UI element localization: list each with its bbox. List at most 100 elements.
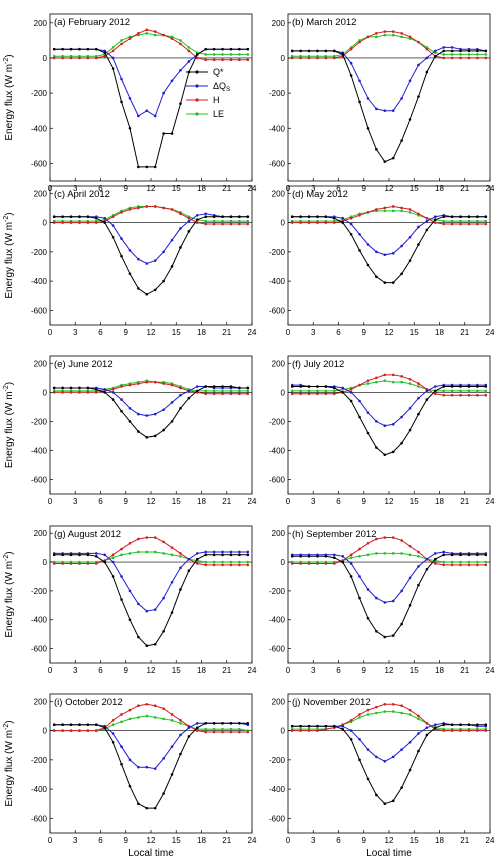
- data-point-H: [324, 562, 328, 565]
- data-point-Q: [299, 554, 302, 558]
- y-axis-label: Energy flux (W m-2): [3, 551, 15, 637]
- data-point-Q: [170, 265, 174, 268]
- data-point-LE: [450, 560, 454, 564]
- y-axis-label: Energy flux (W m-2): [3, 54, 15, 140]
- data-point-LE: [366, 382, 370, 385]
- data-point-dQs: [408, 79, 412, 83]
- data-point-dQs: [137, 602, 140, 606]
- x-tick-label: 15: [410, 497, 419, 506]
- data-point-dQs: [391, 755, 395, 759]
- series-line-Q: [292, 50, 486, 163]
- data-point-Q: [103, 560, 107, 564]
- data-point-H: [332, 221, 336, 224]
- data-point-Q: [111, 398, 115, 401]
- y-tick-label: 0: [43, 727, 48, 736]
- data-point-Q: [349, 74, 353, 77]
- data-point-dQs: [400, 244, 403, 248]
- data-point-Q: [128, 272, 132, 276]
- data-point-H: [442, 222, 446, 226]
- data-point-Q: [307, 385, 311, 388]
- data-point-dQs: [162, 757, 165, 760]
- data-point-H: [170, 713, 174, 716]
- data-point-H: [145, 380, 149, 384]
- data-point-dQs: [375, 596, 378, 600]
- data-point-Q: [307, 724, 311, 728]
- data-point-H: [391, 536, 395, 539]
- data-point-Q: [425, 733, 429, 737]
- data-point-dQs: [383, 760, 387, 763]
- legend-label-Q: Q*: [213, 67, 224, 77]
- data-point-dQs: [332, 553, 336, 557]
- data-point-Q: [86, 215, 90, 219]
- data-point-Q: [476, 49, 479, 53]
- data-point-LE: [391, 552, 395, 555]
- y-tick-label: -400: [269, 277, 286, 286]
- data-point-H: [52, 729, 56, 732]
- data-point-H: [179, 552, 182, 555]
- x-tick-label: 9: [362, 328, 367, 337]
- data-point-H: [212, 392, 216, 396]
- data-point-dQs: [179, 733, 182, 737]
- data-point-Q: [366, 616, 370, 620]
- data-point-dQs: [145, 109, 149, 112]
- data-point-H: [120, 211, 123, 214]
- x-tick-label: 0: [48, 666, 53, 675]
- data-point-Q: [103, 391, 107, 394]
- legend: Q* ΔQS H LE: [186, 67, 231, 119]
- series-line-H: [292, 703, 486, 732]
- data-point-Q: [391, 799, 395, 803]
- x-tick-label: 6: [336, 836, 341, 845]
- data-point-Q: [61, 723, 64, 727]
- data-point-LE: [145, 714, 149, 718]
- data-point-Q: [299, 49, 302, 53]
- data-point-H: [170, 383, 174, 387]
- data-point-Q: [229, 215, 233, 219]
- data-point-H: [324, 727, 328, 731]
- panel-10: 200 0 -200 -400 -600 0 3 6 9 12 15 18 21 24 (j) Novemb…: [269, 693, 495, 845]
- data-point-Q: [204, 721, 208, 725]
- data-point-dQs: [187, 219, 191, 223]
- data-point-H: [425, 47, 429, 51]
- data-point-H: [290, 56, 294, 60]
- data-point-H: [61, 562, 64, 565]
- data-point-H: [128, 542, 132, 545]
- data-point-Q: [425, 567, 429, 571]
- data-point-H: [69, 391, 73, 394]
- data-point-dQs: [111, 732, 115, 735]
- data-point-LE: [187, 46, 191, 49]
- x-tick-label: 21: [222, 836, 231, 845]
- x-tick-label: 3: [311, 666, 316, 675]
- panel-title: (c) April 2012: [54, 189, 110, 200]
- data-point-LE: [400, 380, 403, 384]
- data-point-dQs: [375, 107, 378, 111]
- data-point-H: [391, 702, 395, 706]
- data-point-H: [358, 547, 361, 551]
- x-tick-label: 18: [435, 328, 444, 337]
- data-point-Q: [408, 768, 412, 772]
- data-point-Q: [400, 622, 403, 626]
- data-point-LE: [476, 560, 479, 564]
- data-point-LE: [204, 53, 208, 56]
- data-point-dQs: [179, 227, 182, 230]
- data-point-Q: [187, 396, 191, 400]
- x-tick-label: 15: [172, 328, 181, 337]
- data-point-H: [417, 40, 420, 44]
- data-point-H: [366, 211, 370, 214]
- data-point-Q: [442, 553, 446, 557]
- data-point-Q: [442, 215, 446, 219]
- x-tick-label: 6: [98, 836, 103, 845]
- panel-title: (h) September 2012: [292, 529, 377, 540]
- data-point-dQs: [400, 97, 403, 100]
- data-point-LE: [391, 710, 395, 713]
- data-point-LE: [366, 713, 370, 716]
- data-point-Q: [229, 47, 233, 51]
- data-point-Q: [484, 723, 488, 727]
- data-point-H: [61, 391, 64, 394]
- data-point-H: [400, 32, 403, 35]
- x-tick-label: 9: [362, 666, 367, 675]
- data-point-Q: [408, 118, 412, 121]
- data-point-H: [450, 729, 454, 732]
- data-point-LE: [212, 53, 216, 56]
- data-point-LE: [221, 219, 224, 223]
- data-point-H: [332, 56, 336, 60]
